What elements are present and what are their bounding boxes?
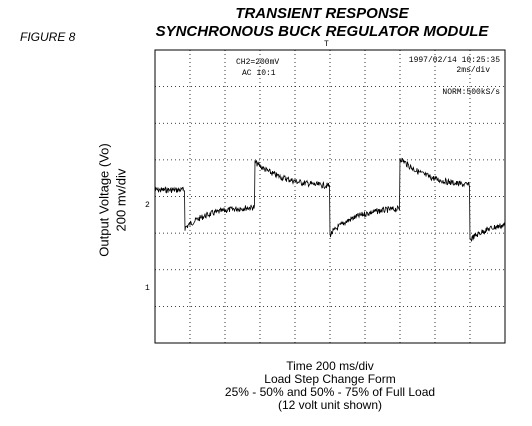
- channel-marker: 1: [145, 284, 150, 293]
- channel-marker: 2: [145, 201, 150, 210]
- caption: Time 200 ms/div: [286, 359, 374, 373]
- title-line: SYNCHRONOUS BUCK REGULATOR MODULE: [156, 23, 490, 40]
- caption: (12 volt unit shown): [278, 398, 382, 412]
- trigger-marker: T: [324, 40, 329, 49]
- caption: 25% - 50% and 50% - 75% of Full Load: [225, 385, 435, 399]
- title-line: TRANSIENT RESPONSE: [235, 5, 409, 22]
- mode: NORM:500kS/s: [442, 88, 500, 97]
- y-label: Output Voltage (Vo): [96, 143, 111, 256]
- timestamp: 1997/02/14 10:25:35: [409, 56, 500, 65]
- caption: Load Step Change Form: [264, 372, 395, 386]
- y-label: 200 mv/div: [113, 168, 128, 231]
- figure-label: FIGURE 8: [20, 30, 76, 44]
- coupling: AC 10:1: [242, 69, 276, 78]
- waveform: [154, 157, 506, 243]
- scope-frame: [154, 49, 506, 344]
- channel: CH2=200mV: [236, 58, 279, 67]
- scope-grid: [155, 50, 505, 343]
- timebase: 2ms/div: [456, 66, 490, 75]
